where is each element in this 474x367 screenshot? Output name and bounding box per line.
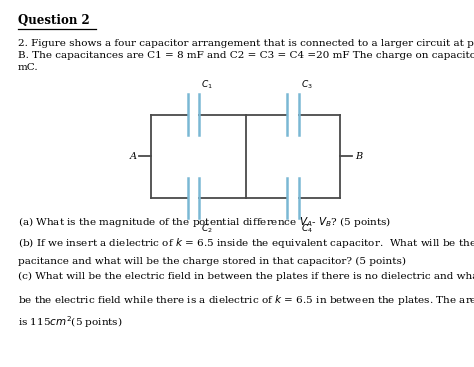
- Text: pacitance and what will be the charge stored in that capacitor? (5 points): pacitance and what will be the charge st…: [18, 257, 406, 266]
- Text: (c) What will be the electric field in between the plates if there is no dielect: (c) What will be the electric field in b…: [18, 272, 474, 281]
- Text: B: B: [356, 152, 363, 161]
- Text: 2. Figure shows a four capacitor arrangement that is connected to a larger circu: 2. Figure shows a four capacitor arrange…: [18, 39, 474, 48]
- Text: $C_3$: $C_3$: [301, 78, 313, 91]
- Text: be the electric field while there is a dielectric of $k$ = 6.5 in between the pl: be the electric field while there is a d…: [18, 293, 474, 307]
- Text: Question 2: Question 2: [18, 14, 90, 27]
- Text: $C_1$: $C_1$: [201, 78, 213, 91]
- Text: $C_4$: $C_4$: [301, 222, 313, 235]
- Text: $C_2$: $C_2$: [201, 222, 213, 235]
- Text: (a) What is the magnitude of the potential difference $V_A$- $V_B$? (5 points): (a) What is the magnitude of the potenti…: [18, 215, 391, 229]
- Text: B. The capacitances are C1 = 8 mF and C2 = C3 = C4 =20 mF The charge on capacito: B. The capacitances are C1 = 8 mF and C2…: [18, 51, 474, 60]
- Text: (b) If we insert a dielectric of $k$ = 6.5 inside the equivalent capacitor.  Wha: (b) If we insert a dielectric of $k$ = 6…: [18, 236, 474, 250]
- Text: mC.: mC.: [18, 63, 39, 72]
- Text: is 115$cm^2$(5 points): is 115$cm^2$(5 points): [18, 314, 123, 330]
- Text: A: A: [129, 152, 137, 161]
